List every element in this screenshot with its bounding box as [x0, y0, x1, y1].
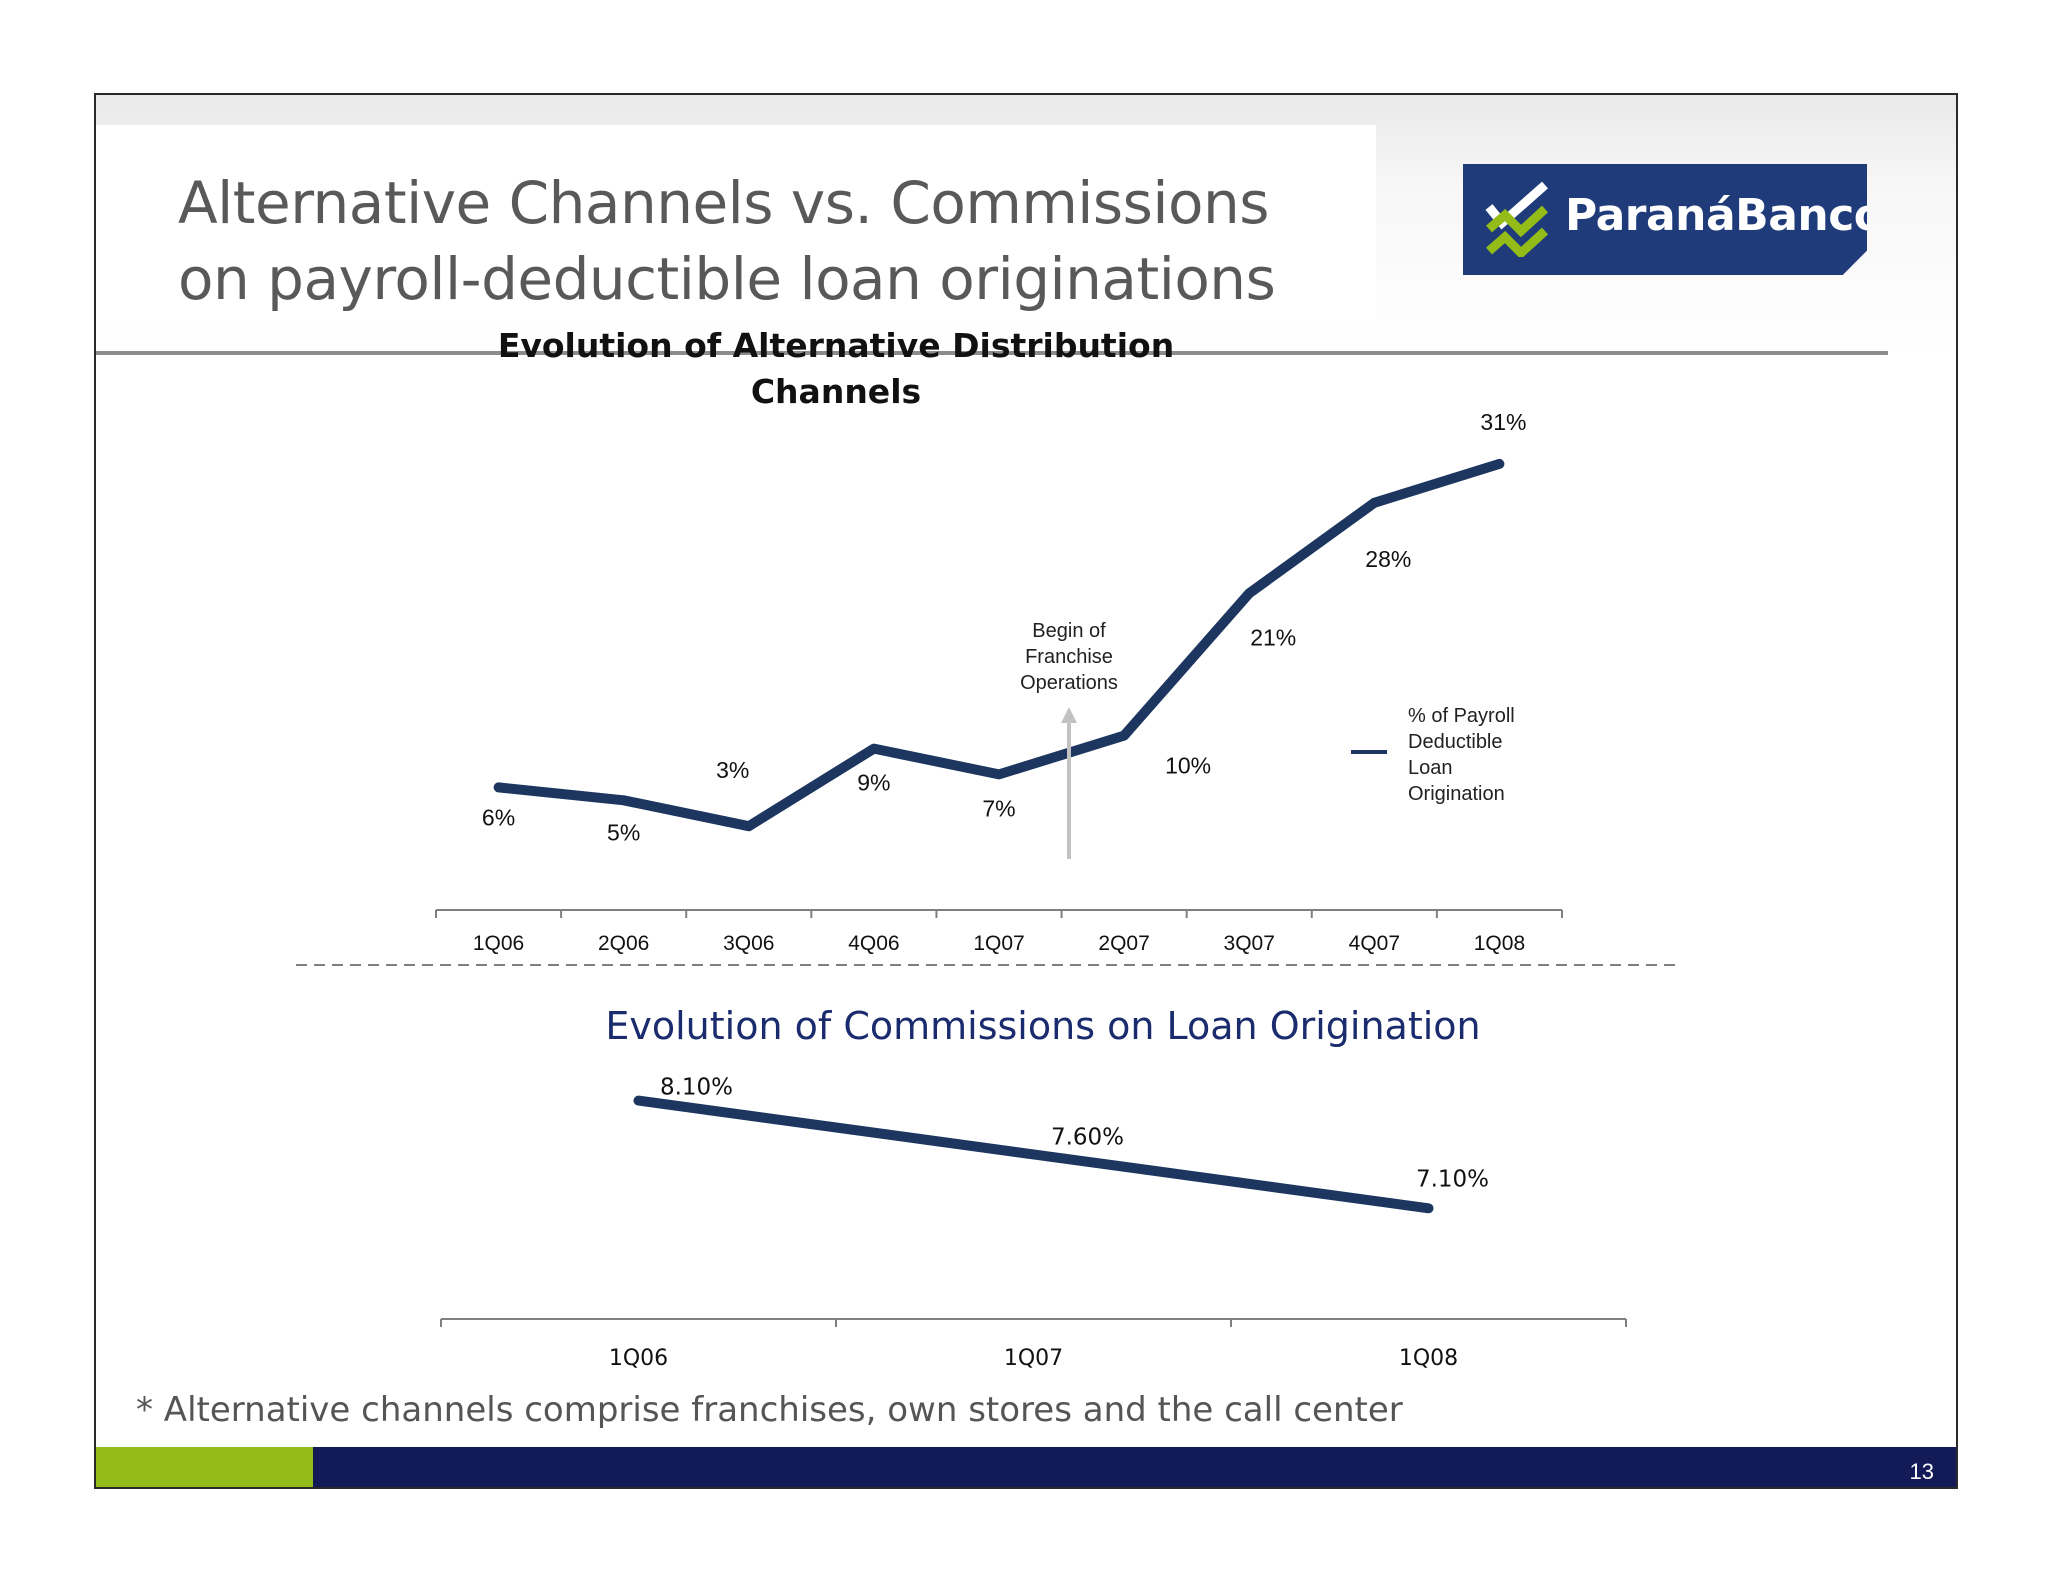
legend-line-2: Deductible	[1408, 731, 1503, 753]
legend-line-3: Loan	[1408, 757, 1453, 779]
charts-canvas: Evolution of Alternative Distribution Ch…	[296, 326, 1682, 1371]
chart1-data-label: 21%	[1250, 624, 1296, 650]
chart2-x-tick-label: 1Q07	[1004, 1346, 1063, 1371]
title-box	[96, 125, 1376, 325]
chart1-data-label: 31%	[1480, 409, 1526, 435]
chart1-data-label: 10%	[1165, 753, 1211, 779]
chart-commissions: Evolution of Commissions on Loan Origina…	[440, 1004, 1627, 1371]
paranabanco-chevron-icon	[1485, 181, 1549, 257]
chart1-data-label: 28%	[1365, 546, 1411, 572]
chart1-series-line	[493, 458, 1505, 832]
chart1-data-label: 5%	[607, 819, 640, 845]
logo-text: ParanáBanco	[1565, 190, 1884, 241]
chart1-x-tick-label: 4Q06	[848, 932, 899, 955]
chart1-x-tick-label: 2Q07	[1098, 932, 1149, 955]
chart1-data-label: 9%	[857, 770, 890, 796]
chart1-x-tick-label: 4Q07	[1349, 932, 1400, 955]
chart1-legend: % of Payroll Deductible Loan Origination	[1351, 705, 1515, 805]
chart2-x-tick-label: 1Q06	[609, 1346, 668, 1371]
chart1-x-tick-label: 3Q06	[723, 932, 774, 955]
chart1-x-tick-label: 1Q06	[473, 932, 524, 955]
footnote: * Alternative channels comprise franchis…	[136, 1390, 1403, 1430]
legend-line-1: % of Payroll	[1408, 705, 1515, 727]
slide-title-line-2: on payroll-deductible loan originations	[178, 245, 1276, 313]
chart1-data-label: 3%	[716, 757, 749, 783]
chart1-x-tick-label: 2Q06	[598, 932, 649, 955]
chart1-data-label: 7%	[982, 795, 1015, 821]
chart2-data-label: 8.10%	[660, 1075, 733, 1101]
chart2-title: Evolution of Commissions on Loan Origina…	[605, 1004, 1480, 1048]
chart1-x-tick-label: 3Q07	[1224, 932, 1275, 955]
slide-title-line-1: Alternative Channels vs. Commissions	[178, 169, 1269, 237]
chart2-x-tick-label: 1Q08	[1399, 1346, 1458, 1371]
franchise-annotation: Begin of Franchise Operations	[1020, 620, 1118, 859]
page-number: 13	[1909, 1459, 1934, 1484]
slide: Alternative Channels vs. Commissions on …	[94, 93, 1958, 1489]
chart1-title-line-2: Channels	[751, 372, 921, 411]
footer-green-bar	[96, 1447, 313, 1487]
chart2-series-line	[633, 1095, 1434, 1214]
slide-title: Alternative Channels vs. Commissions on …	[178, 165, 1276, 317]
chart2-data-label: 7.60%	[1051, 1124, 1124, 1150]
footer-navy-bar	[313, 1447, 1956, 1487]
annotation-line-2: Franchise	[1025, 646, 1113, 668]
title-divider	[96, 351, 1888, 355]
chart-alternative-channels: Evolution of Alternative Distribution Ch…	[435, 326, 1563, 955]
chart2-data-label: 7.10%	[1416, 1166, 1489, 1192]
annotation-line-1: Begin of	[1032, 620, 1106, 642]
chart1-data-label: 6%	[482, 804, 515, 830]
annotation-arrow-head	[1061, 707, 1077, 723]
chart1-x-tick-label: 1Q08	[1474, 932, 1525, 955]
legend-line-4: Origination	[1408, 783, 1505, 805]
chart1-x-tick-label: 1Q07	[973, 932, 1024, 955]
annotation-line-3: Operations	[1020, 672, 1118, 694]
chart1-title-line-1: Evolution of Alternative Distribution	[498, 326, 1174, 365]
paranabanco-logo: ParanáBanco	[1463, 164, 1867, 275]
